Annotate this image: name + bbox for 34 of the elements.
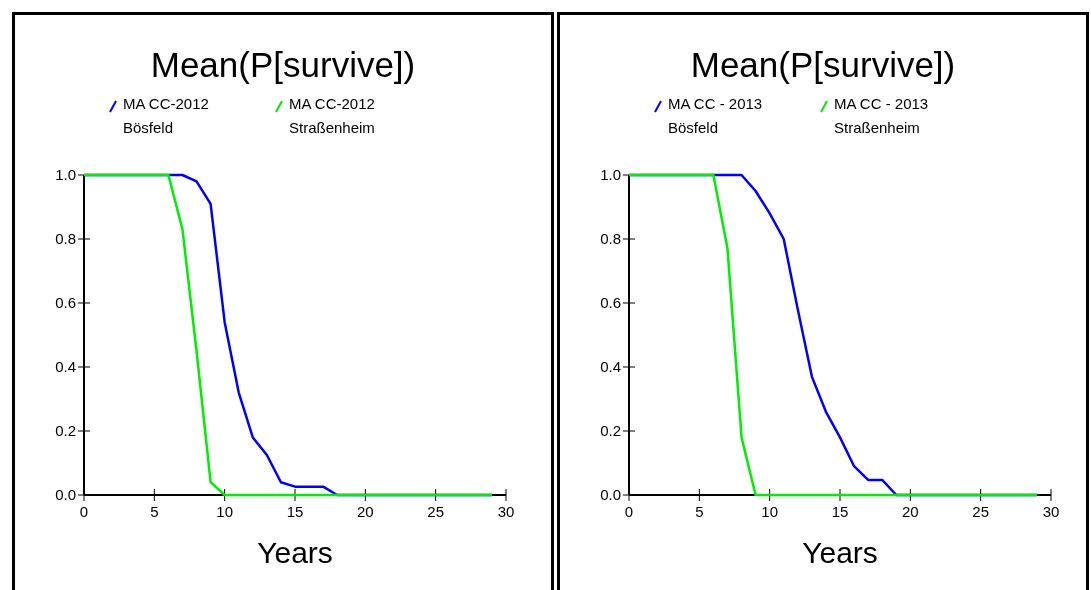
x-tick-label: 20 <box>901 503 919 520</box>
x-tick-label: 5 <box>695 503 704 520</box>
x-tick-label: 15 <box>286 503 304 520</box>
x-tick-label: 10 <box>216 503 234 520</box>
legend-label: MA CC - 2013 Straßenheim <box>834 95 929 136</box>
x-axis-title: Years <box>802 536 878 569</box>
y-tick-label: 1.0 <box>600 166 621 183</box>
y-tick-label: 0.0 <box>55 486 76 503</box>
y-tick-label: 0.4 <box>600 358 621 375</box>
y-tick-label: 0.2 <box>55 422 76 439</box>
x-tick-label: 0 <box>624 503 634 520</box>
legend-label: MA CC-2012 Bösfeld <box>123 95 209 136</box>
y-tick-label: 0.8 <box>55 230 76 247</box>
y-tick-label: 0.6 <box>55 294 76 311</box>
x-tick-label: 20 <box>356 503 374 520</box>
x-tick-label: 15 <box>831 503 849 520</box>
y-tick-label: 0.8 <box>600 230 621 247</box>
x-tick-label: 30 <box>497 503 515 520</box>
x-tick-label: 5 <box>150 503 159 520</box>
x-tick-label: 30 <box>1042 503 1060 520</box>
y-tick-label: 0.0 <box>600 486 621 503</box>
chart-title: Mean(P[survive]) <box>150 45 416 84</box>
y-tick-label: 0.4 <box>55 358 76 375</box>
chart-title: Mean(P[survive]) <box>690 45 956 84</box>
x-tick-label: 25 <box>972 503 990 520</box>
y-tick-label: 0.6 <box>600 294 621 311</box>
legend-label: MA CC - 2013 Bösfeld <box>668 95 763 136</box>
legend-label: MA CC-2012 Straßenheim <box>289 95 375 136</box>
y-tick-label: 0.2 <box>600 422 621 439</box>
x-tick-label: 0 <box>79 503 89 520</box>
y-tick-label: 1.0 <box>55 166 76 183</box>
x-tick-label: 10 <box>761 503 779 520</box>
x-axis-title: Years <box>257 536 333 569</box>
x-tick-label: 25 <box>427 503 445 520</box>
